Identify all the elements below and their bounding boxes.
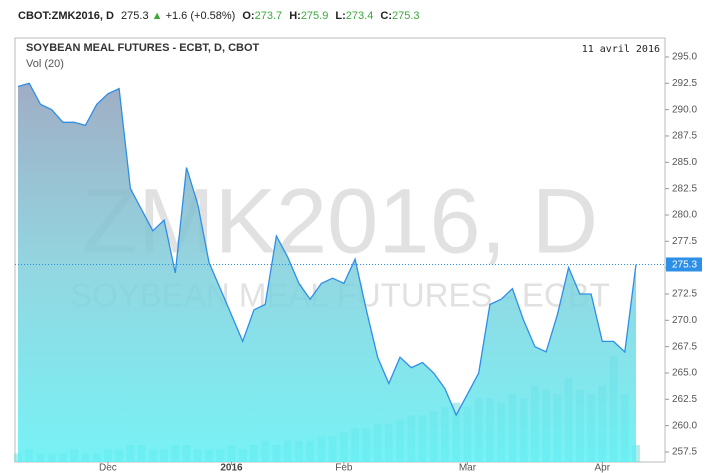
y-tick-label: 287.5 <box>672 131 697 142</box>
ohlc-label: L: <box>335 10 346 22</box>
plot-layer <box>14 82 640 463</box>
chart-title: SOYBEAN MEAL FUTURES - ECBT, D, CBOT <box>26 42 260 54</box>
x-tick-label: Dec <box>99 463 117 473</box>
y-tick-label: 262.5 <box>672 394 697 405</box>
y-tick-label: 257.5 <box>672 447 697 458</box>
y-tick-label: 265.0 <box>672 368 697 379</box>
ohlc-value: 273.7 <box>254 10 283 22</box>
x-tick-label: 2016 <box>220 463 243 473</box>
change-pct: (+0.58%) <box>190 10 236 22</box>
last-price-box <box>666 257 702 272</box>
y-tick-label: 267.5 <box>672 341 697 352</box>
y-tick-label: 290.0 <box>672 104 697 115</box>
date-label: 11 avril 2016 <box>582 44 660 55</box>
price-area <box>18 83 636 463</box>
up-arrow: ▲ <box>151 10 163 22</box>
ohlc-label: C: <box>380 10 392 22</box>
x-tick-label: Feb <box>335 463 353 473</box>
price: 275.3 <box>121 10 149 22</box>
x-tick-label: Apr <box>595 463 611 473</box>
ohlc-label: O: <box>242 10 255 22</box>
y-tick-label: 282.5 <box>672 183 697 194</box>
y-tick-label: 272.5 <box>672 289 697 300</box>
y-tick-label: 295.0 <box>672 52 697 63</box>
symbol: CBOT:ZMK2016, D <box>18 10 114 22</box>
y-tick-label: 270.0 <box>672 315 697 326</box>
ohlc-value: 273.4 <box>345 10 374 22</box>
price-line <box>17 82 637 417</box>
x-tick-label: Mar <box>459 463 477 473</box>
ohlc-value: 275.3 <box>392 10 420 22</box>
y-tick-label: 292.5 <box>672 78 697 89</box>
y-tick-label: 285.0 <box>672 157 697 168</box>
header: CBOT:ZMK2016, D 275.3 ▲ +1.6 (+0.58%) O:… <box>18 10 420 22</box>
ohlc-label: H: <box>289 10 301 22</box>
y-tick-label: 260.0 <box>672 420 697 431</box>
volume-label: Vol (20) <box>26 58 64 70</box>
last-price-label: 275.3 <box>672 260 697 271</box>
y-tick-label: 280.0 <box>672 210 697 221</box>
y-tick-label: 277.5 <box>672 236 697 247</box>
ohlc-value: 275.9 <box>300 10 329 22</box>
change: +1.6 <box>165 10 188 22</box>
